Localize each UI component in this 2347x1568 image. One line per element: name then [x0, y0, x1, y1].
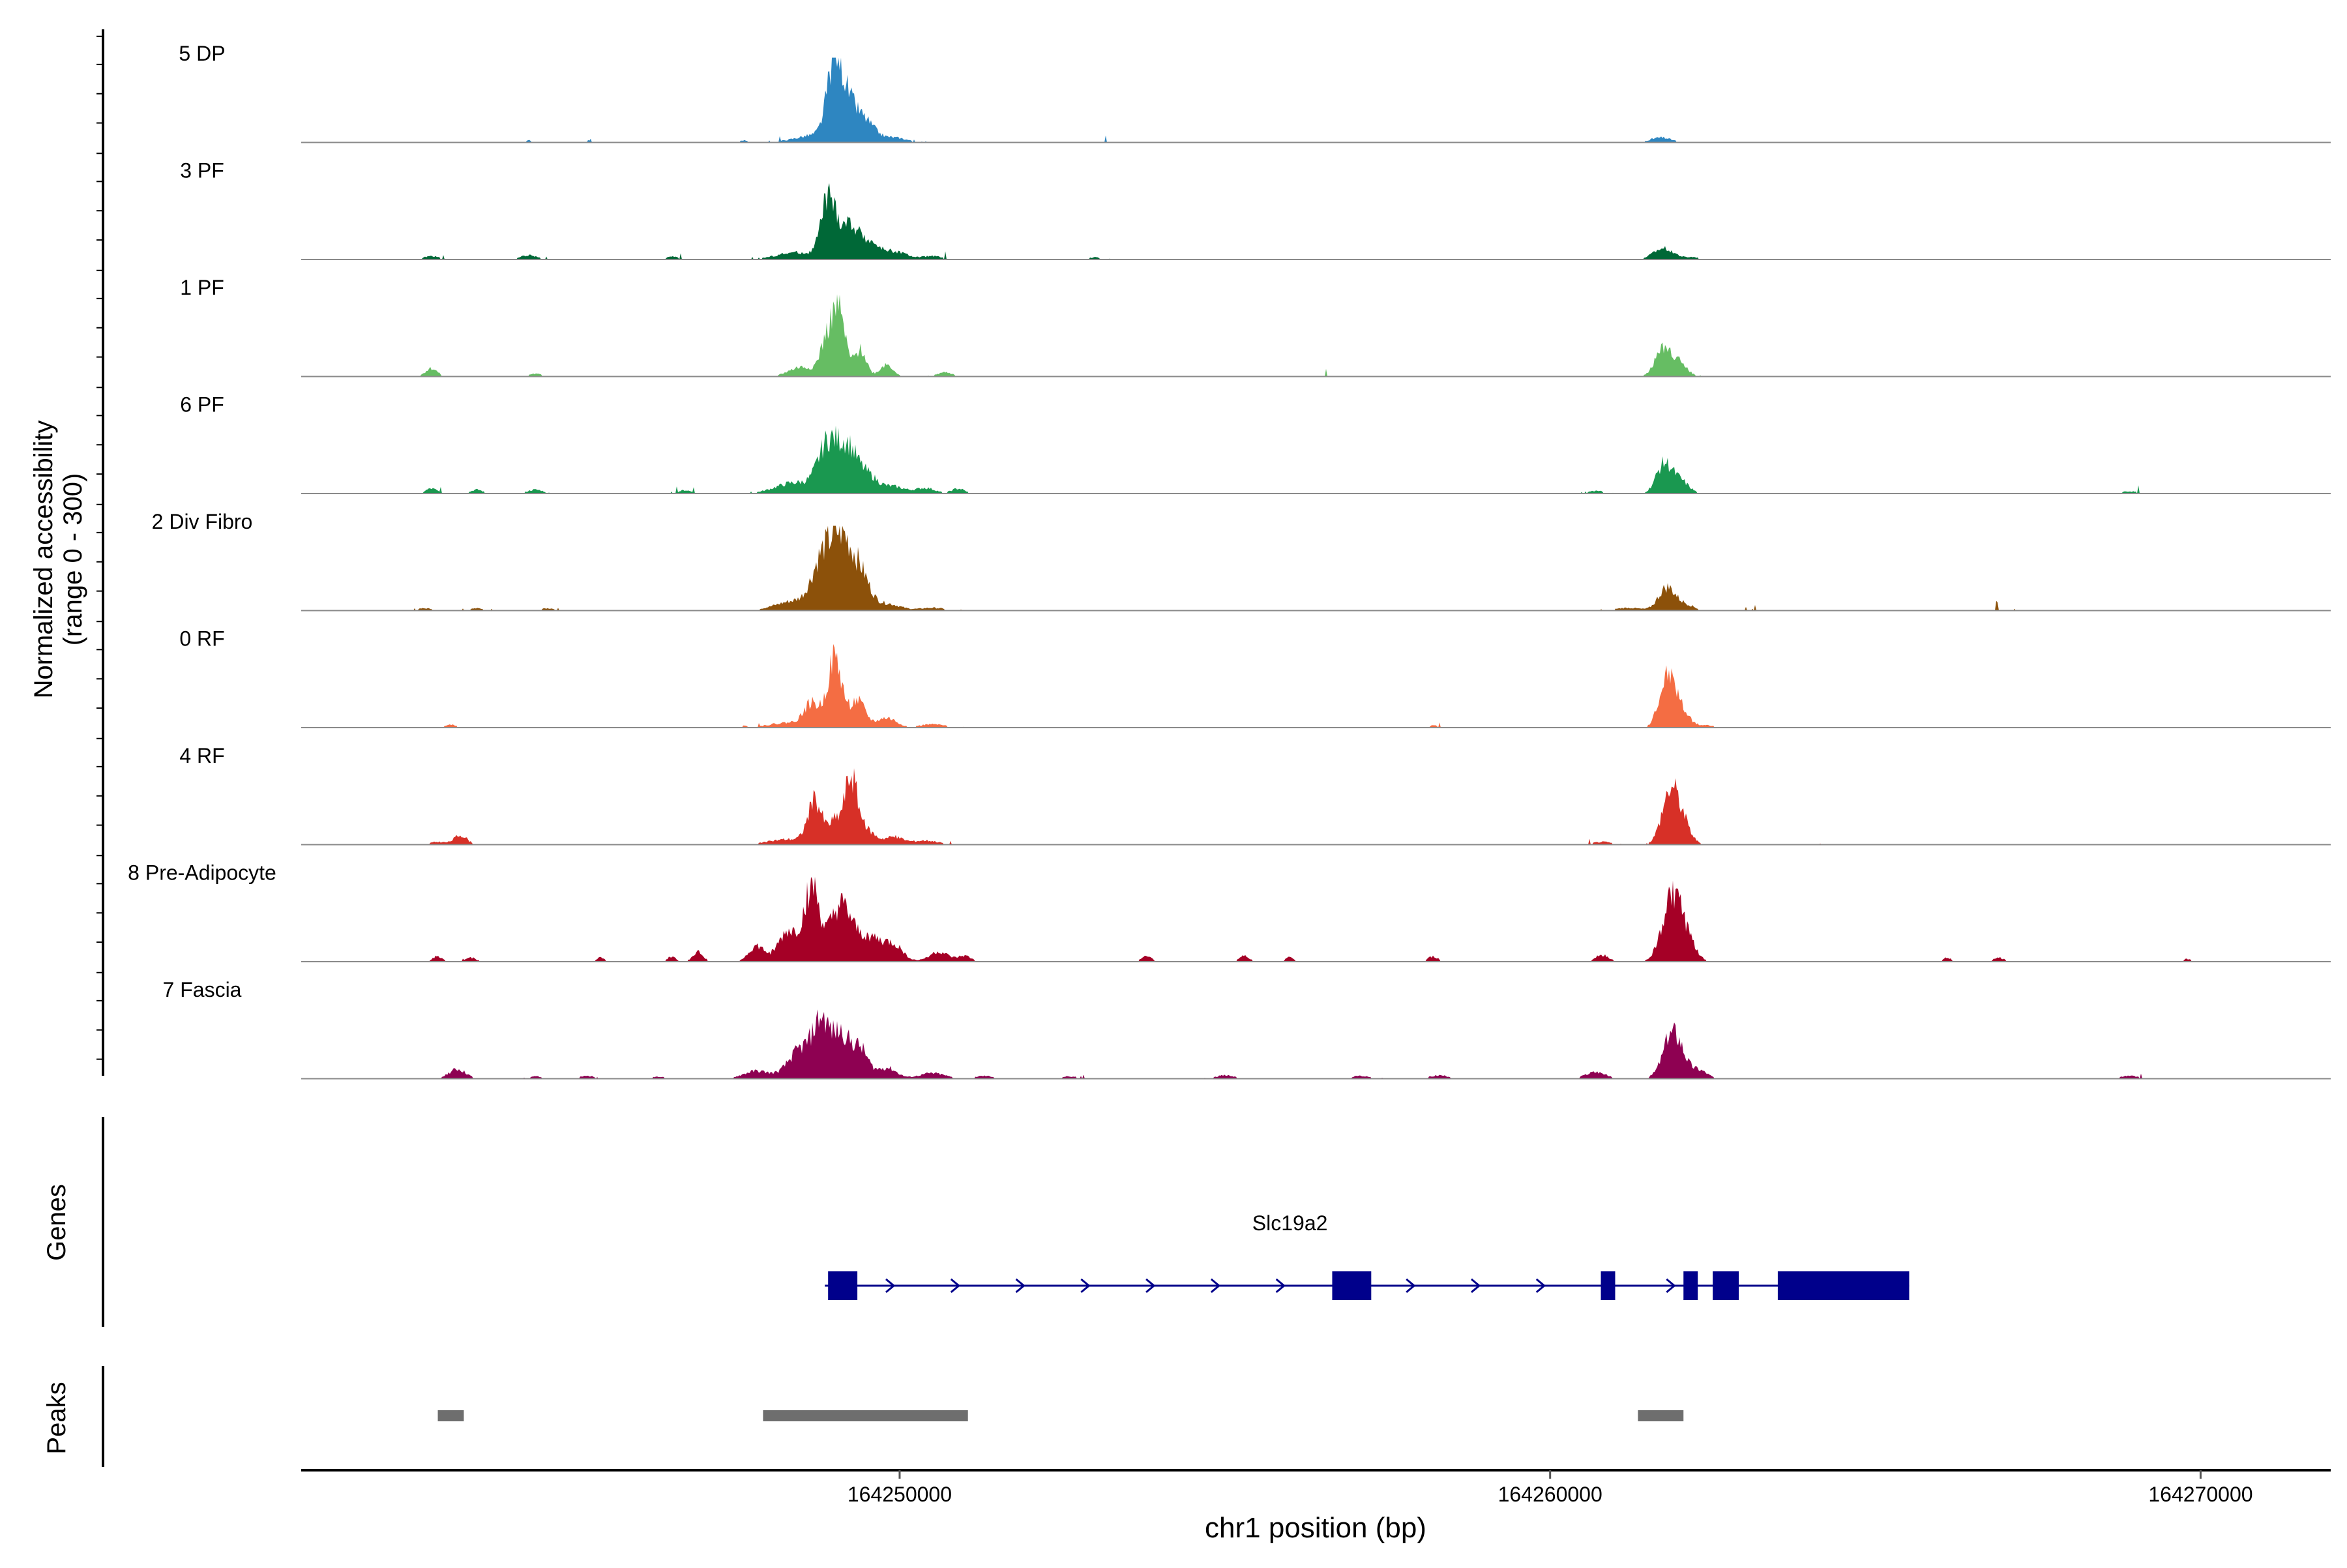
track-label: 7 Fascia	[163, 978, 242, 1001]
track-1-pf: 1 PF	[180, 276, 2331, 377]
track-7-fascia: 7 Fascia	[163, 978, 2331, 1080]
strand-arrow	[885, 1278, 896, 1294]
gene-exon	[1777, 1271, 1910, 1300]
track-4-rf: 4 RF	[179, 744, 2331, 846]
x-axis-tick-label: 164250000	[848, 1483, 952, 1506]
gene-track-label: Genes	[42, 1184, 71, 1261]
peaks-track-label: Peaks	[42, 1382, 71, 1454]
strand-arrow	[1666, 1278, 1676, 1294]
x-axis-title: chr1 position (bp)	[1205, 1512, 1426, 1544]
x-axis-tick-label: 164260000	[1498, 1483, 1602, 1506]
track-label: 1 PF	[180, 276, 224, 299]
peak-region	[1638, 1410, 1684, 1421]
track-label: 5 DP	[179, 42, 225, 65]
strand-arrow	[1535, 1278, 1546, 1294]
coverage-area	[301, 294, 2331, 377]
track-label: 4 RF	[179, 744, 224, 767]
track-6-pf: 6 PF	[180, 393, 2331, 494]
strand-arrow	[1015, 1278, 1026, 1294]
x-axis-tick-label: 164270000	[2148, 1483, 2252, 1506]
y-axis-subtitle: (range 0 - 300)	[59, 473, 87, 646]
strand-arrow	[950, 1278, 961, 1294]
strand-arrow	[1145, 1278, 1156, 1294]
coverage-area	[301, 57, 2331, 143]
x-axis-group: chr1 position (bp) 164250000 164260000 164…	[301, 1469, 2331, 1544]
track-label: 8 Pre-Adipocyte	[128, 861, 276, 885]
track-8-pre-adipocyte: 8 Pre-Adipocyte	[128, 861, 2331, 962]
gene-exon	[1332, 1271, 1372, 1300]
strand-arrow	[1080, 1278, 1091, 1294]
strand-arrow	[1406, 1278, 1416, 1294]
peak-region	[763, 1410, 968, 1421]
coverage-area	[301, 877, 2331, 962]
coverage-area	[301, 425, 2331, 494]
coverage-area	[301, 643, 2331, 728]
track-2-div-fibro: 2 Div Fibro	[152, 510, 2331, 612]
track-3-pf: 3 PF	[180, 159, 2331, 260]
strand-arrow	[1470, 1278, 1481, 1294]
track-label: 6 PF	[180, 393, 224, 417]
track-label: 3 PF	[180, 159, 224, 183]
gene-name-label: Slc19a2	[1252, 1211, 1328, 1235]
y-axis-title: Normalized accessibility	[29, 421, 58, 699]
track-5-dp: 5 DP	[179, 42, 2331, 143]
peak-region	[437, 1410, 464, 1421]
coverage-area	[301, 183, 2331, 259]
strand-arrow	[1275, 1278, 1286, 1294]
gene-track: Genes Slc19a2	[42, 1117, 1910, 1327]
y-axis-group: Normalized accessibility (range 0 - 300)	[29, 29, 104, 1076]
coverage-area	[301, 525, 2331, 611]
coverage-area	[301, 768, 2331, 845]
coverage-area	[301, 1009, 2331, 1079]
track-label: 2 Div Fibro	[152, 510, 253, 533]
gene-exon	[1601, 1271, 1616, 1300]
strand-arrow	[1210, 1278, 1221, 1294]
gene-exon	[1713, 1271, 1739, 1300]
track-0-rf: 0 RF	[179, 627, 2331, 728]
peaks-track: Peaks	[42, 1366, 1684, 1467]
track-label: 0 RF	[179, 627, 224, 651]
gene-exon	[828, 1271, 858, 1300]
coverage-tracks: 5 DP 3 PF 1 PF 6 PF 2 Div Fibro 0 RF 4 RF 8 Pre…	[128, 42, 2331, 1080]
gene-exon	[1683, 1271, 1698, 1300]
